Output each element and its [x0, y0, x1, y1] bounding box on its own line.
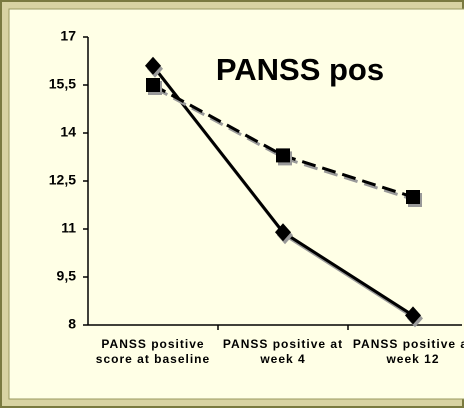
y-tick-label: 15,5 [49, 76, 76, 92]
marker [275, 223, 291, 242]
y-tick-label: 8 [68, 316, 76, 332]
x-tick-label: PANSS positive score at baseline [95, 337, 211, 366]
y-tick-label: 9,5 [57, 268, 77, 284]
marker [146, 78, 160, 92]
y-tick-label: 14 [60, 124, 76, 140]
chart-title: PANSS pos [216, 52, 384, 87]
y-tick-label: 17 [60, 28, 76, 44]
x-tick-label: PANSS positive at week 12 [352, 337, 464, 366]
marker [406, 190, 420, 204]
marker [145, 56, 161, 75]
panel [8, 8, 464, 400]
y-tick-label: 12,5 [49, 172, 76, 188]
x-tick-label: PANSS positive at week 4 [222, 337, 344, 366]
y-tick-label: 11 [61, 220, 76, 236]
marker [405, 306, 421, 325]
marker [276, 148, 290, 163]
